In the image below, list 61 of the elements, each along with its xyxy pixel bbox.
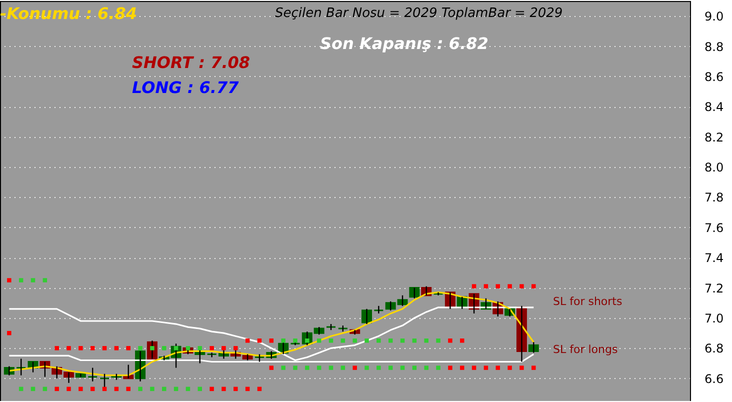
point xyxy=(78,386,83,392)
point xyxy=(484,366,488,370)
y-tick-label: 8.2 xyxy=(704,130,724,144)
point xyxy=(54,386,59,392)
point xyxy=(30,278,36,282)
point xyxy=(532,366,536,370)
candlestick xyxy=(87,367,98,382)
y-tick-label: 8.8 xyxy=(704,40,724,54)
y-tick-label: 7.8 xyxy=(704,190,724,205)
text: SL for longs xyxy=(553,343,618,356)
point xyxy=(496,366,500,370)
point xyxy=(7,330,12,336)
point xyxy=(42,278,48,282)
point xyxy=(305,338,310,343)
y-tick-label: 7.0 xyxy=(704,311,724,326)
point xyxy=(293,338,298,343)
candlestick xyxy=(16,358,26,376)
point xyxy=(364,338,369,343)
point xyxy=(520,366,524,370)
y-tick-label: 7.4 xyxy=(704,251,724,266)
point xyxy=(150,346,154,350)
candlestick xyxy=(75,373,86,378)
point xyxy=(66,386,71,392)
annotation: SHORT : 7.08 xyxy=(132,53,250,72)
y-tick-label: 6.8 xyxy=(704,342,724,356)
point xyxy=(352,338,357,343)
point xyxy=(126,386,130,392)
annotation: Son Kapanış : 6.82 xyxy=(320,34,488,53)
point xyxy=(508,366,512,370)
y-tick-label: 8.4 xyxy=(704,100,724,114)
point xyxy=(162,346,166,350)
point xyxy=(18,278,24,282)
y-tick-label: 8.0 xyxy=(704,160,724,175)
point xyxy=(281,338,286,343)
y-tick-label: 9.0 xyxy=(704,10,724,24)
point xyxy=(269,366,274,370)
candlestick xyxy=(528,342,539,354)
point xyxy=(198,346,202,350)
point xyxy=(138,346,142,350)
y-tick-label: 8.6 xyxy=(704,70,724,84)
annotation: LONG : 6.77 xyxy=(132,78,240,97)
point xyxy=(352,366,357,370)
candlestick xyxy=(373,305,384,314)
point xyxy=(448,366,452,370)
annotation: Seçilen Bar Nosu = 2029 ToplamBar = 2029 xyxy=(275,6,563,21)
y-tick-label: 7.6 xyxy=(704,220,724,235)
point xyxy=(376,338,381,343)
y-tick-label: 6.6 xyxy=(704,372,724,386)
candlestick xyxy=(433,292,444,296)
candlestick xyxy=(409,287,420,299)
point xyxy=(460,366,464,370)
text: SL for shorts xyxy=(553,295,622,308)
y-tick-label: 7.2 xyxy=(704,281,724,296)
point xyxy=(210,386,214,392)
point xyxy=(222,386,226,392)
point xyxy=(234,386,238,392)
candlestick xyxy=(206,352,218,358)
point xyxy=(472,366,476,370)
point xyxy=(424,338,428,343)
point xyxy=(436,338,440,343)
point xyxy=(174,346,178,350)
